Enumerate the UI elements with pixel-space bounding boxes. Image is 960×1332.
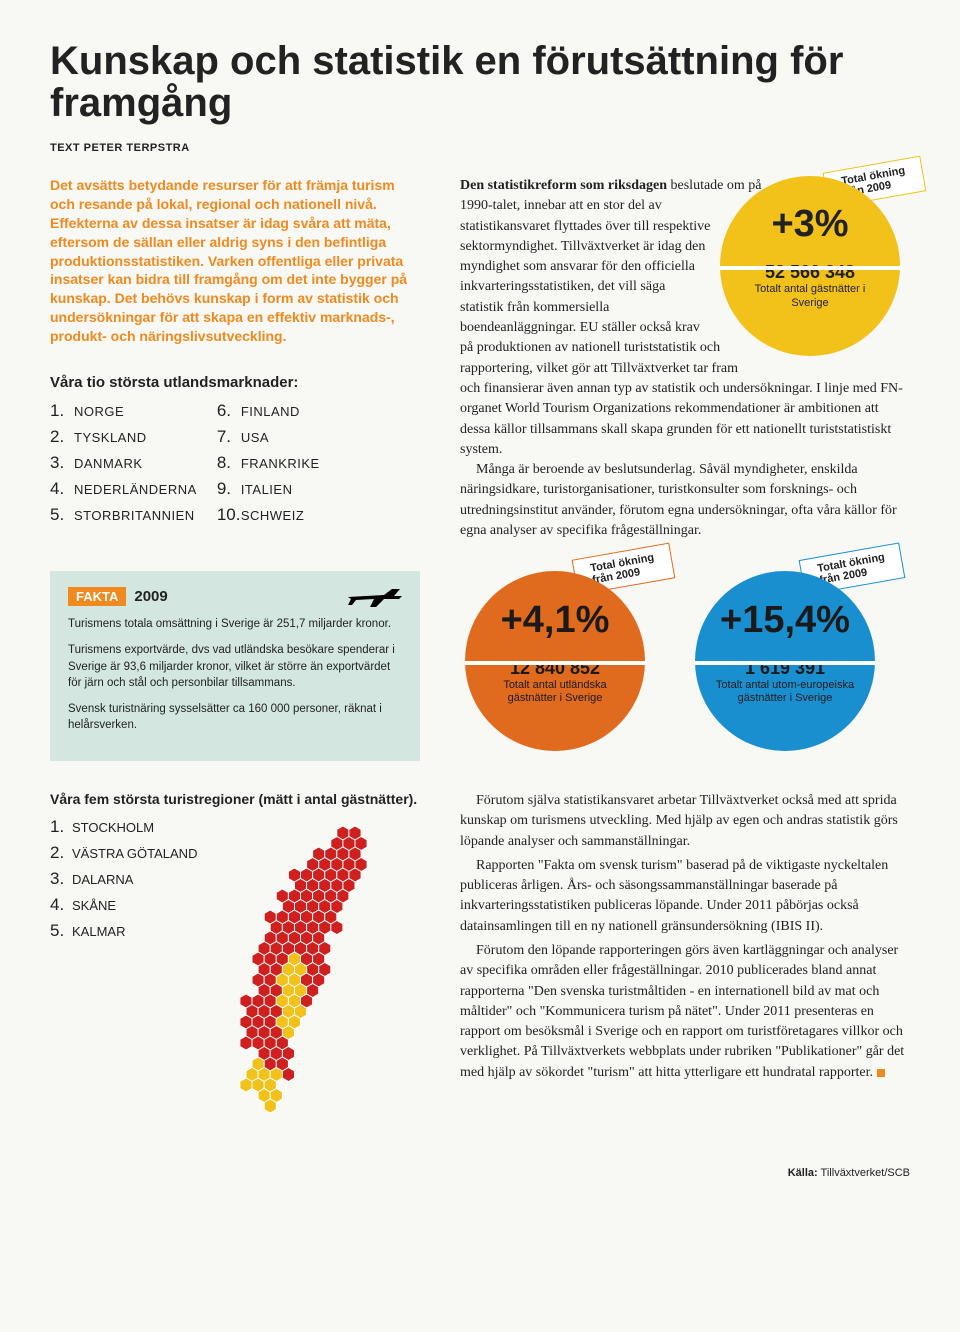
list-item: 8.FRANKRIKE <box>217 453 320 473</box>
list-item: 3.DANMARK <box>50 453 197 473</box>
list-item: 3.DALARNA <box>50 869 220 889</box>
fakta-para: Turismens exportvärde, dvs vad utländska… <box>68 642 402 690</box>
list-item: 2.VÄSTRA GÖTALAND <box>50 843 220 863</box>
list-item: 2.TYSKLAND <box>50 427 197 447</box>
regions-heading: Våra fem största turistregioner (mätt i … <box>50 791 420 807</box>
list-item: 1.STOCKHOLM <box>50 817 220 837</box>
body-paragraph: Många är beroende av beslutsunderlag. Så… <box>460 460 910 541</box>
list-item: 6.FINLAND <box>217 401 320 421</box>
stat-circle-foreign: +4,1% 12 840 852 Totalt antal utländska … <box>465 571 645 751</box>
airplane-icon <box>346 583 404 609</box>
regions-list: 1.STOCKHOLM 2.VÄSTRA GÖTALAND 3.DALARNA … <box>50 817 220 947</box>
page-title: Kunskap och statistik en förutsättning f… <box>50 40 910 124</box>
markets-list: 1.NORGE 2.TYSKLAND 3.DANMARK 4.NEDERLÄND… <box>50 401 420 531</box>
fakta-badge: FAKTA <box>68 587 126 606</box>
list-item: 4.NEDERLÄNDERNA <box>50 479 197 499</box>
body-paragraph: Förutom själva statistikansvaret arbetar… <box>460 791 910 852</box>
fakta-box: FAKTA 2009 Turismens totala omsättning i… <box>50 571 420 761</box>
list-item: 7.USA <box>217 427 320 447</box>
stat-circle-total: +3% 52 566 348 Totalt antal gästnätter i… <box>720 176 900 356</box>
list-item: 4.SKÅNE <box>50 895 220 915</box>
body-paragraph: Rapporten "Fakta om svensk turism" baser… <box>460 856 910 937</box>
markets-heading: Våra tio största utlandsmarknader: <box>50 374 420 391</box>
sweden-hex-map <box>234 823 404 1153</box>
fakta-year: 2009 <box>134 588 167 605</box>
list-item: 10.SCHWEIZ <box>217 505 320 525</box>
fakta-para: Turismens totala omsättning i Sverige är… <box>68 616 402 632</box>
source-credit: Källa: Tillväxtverket/SCB <box>50 1167 910 1179</box>
list-item: 1.NORGE <box>50 401 197 421</box>
byline: TEXT PETER TERPSTRA <box>50 142 910 154</box>
body-paragraph: Förutom den löpande rapporteringen görs … <box>460 941 910 1083</box>
list-item: 5.KALMAR <box>50 921 220 941</box>
intro-text: Det avsätts betydande resurser för att f… <box>50 176 420 346</box>
list-item: 5.STORBRITANNIEN <box>50 505 197 525</box>
stat-circle-noneu: +15,4% 1 619 391 Totalt antal utom-europ… <box>695 571 875 751</box>
list-item: 9.ITALIEN <box>217 479 320 499</box>
end-mark-icon <box>877 1069 885 1077</box>
fakta-para: Svensk turistnäring sysselsätter ca 160 … <box>68 701 402 733</box>
